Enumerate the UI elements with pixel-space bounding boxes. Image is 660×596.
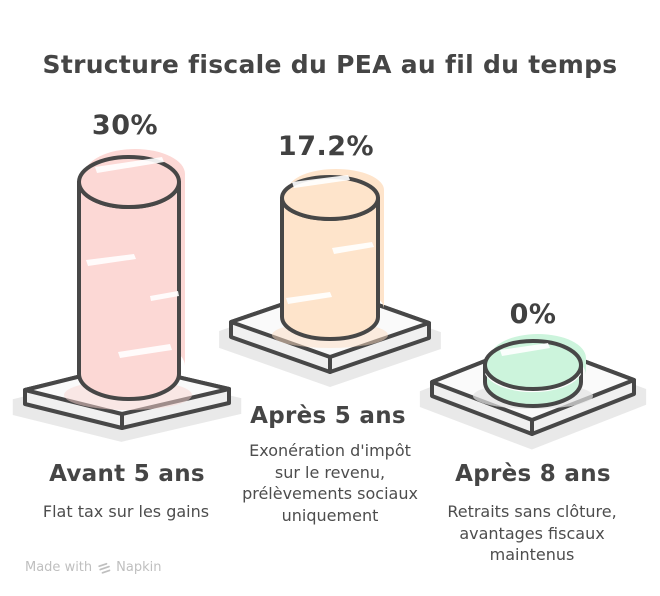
- texture-mark: [500, 343, 550, 356]
- texture-mark: [86, 254, 136, 266]
- category-label-apres-5-ans: Après 5 ans: [250, 403, 406, 429]
- texture-mark: [95, 157, 164, 173]
- cylinder-body: [77, 180, 181, 401]
- texture-mark: [292, 175, 350, 188]
- napkin-logo-icon: [97, 561, 111, 575]
- watermark: Made with Napkin: [25, 560, 161, 575]
- texture-mark: [332, 242, 374, 254]
- category-label-apres-8-ans: Après 8 ans: [455, 461, 611, 487]
- bar-group-avant-5-ans: [12, 149, 242, 442]
- watermark-prefix: Made with: [25, 560, 93, 575]
- bar-group-apres-8-ans: [419, 334, 647, 450]
- description-apres-8-ans: Retraits sans clôture, avantages fiscaux…: [447, 502, 617, 565]
- value-label-avant-5-ans: 30%: [91, 110, 159, 141]
- texture-mark: [150, 291, 179, 301]
- cylinder-top: [280, 175, 380, 221]
- chart-title: Structure fiscale du PEA au fil du temps: [42, 50, 618, 79]
- bar-group-apres-5-ans: [219, 169, 441, 388]
- description-avant-5-ans: Flat tax sur les gains: [42, 502, 210, 521]
- description-apres-5-ans: Exonération d'impôt sur le revenu, prélè…: [242, 441, 418, 525]
- texture-mark: [118, 344, 172, 358]
- category-label-avant-5-ans: Avant 5 ans: [49, 461, 205, 487]
- watermark-brand: Napkin: [116, 560, 162, 575]
- texture-mark: [286, 292, 332, 304]
- value-label-apres-5-ans: 17.2%: [277, 131, 375, 162]
- value-label-apres-8-ans: 0%: [509, 299, 557, 330]
